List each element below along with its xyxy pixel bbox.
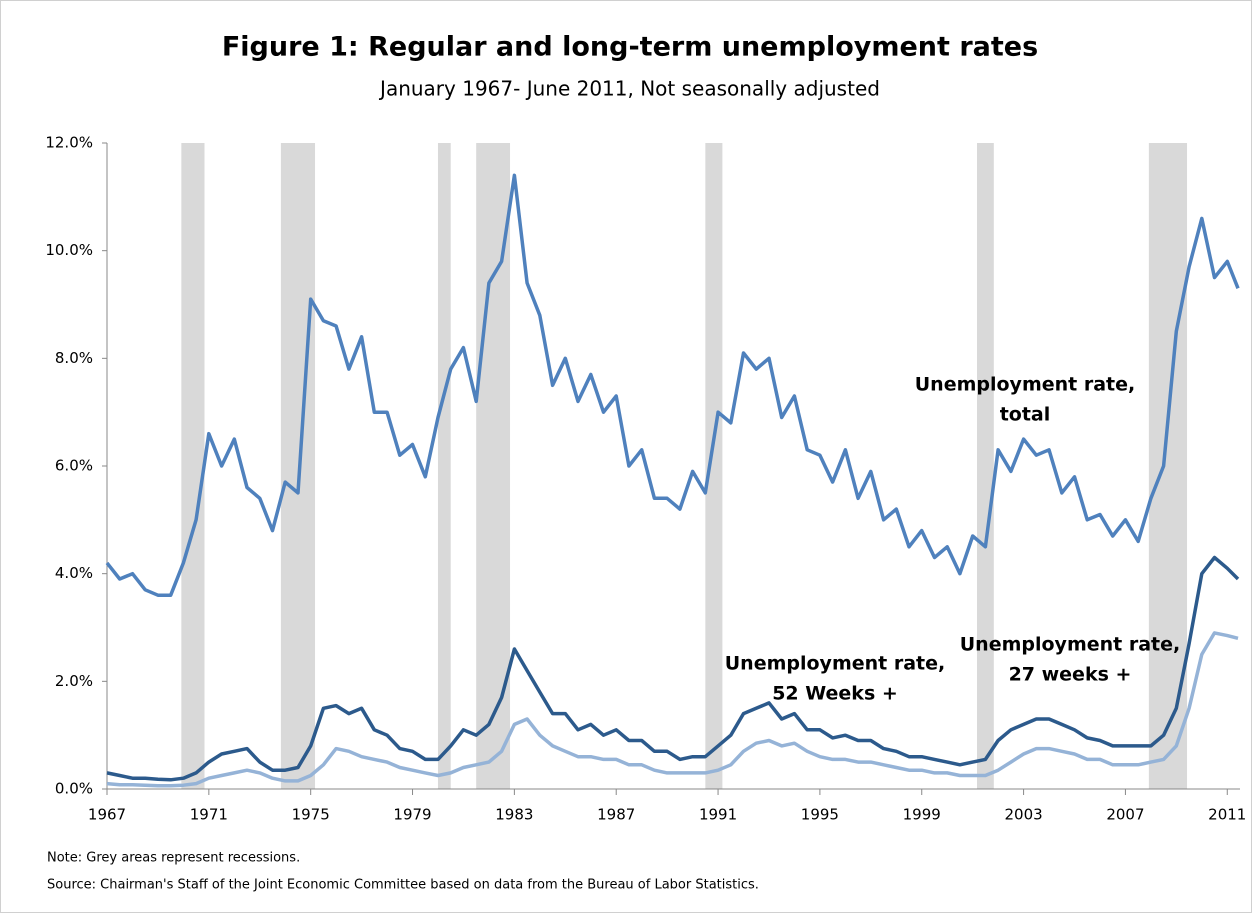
plot-area: 0.0% 2.0% 4.0% 6.0% 8.0% 10.0% 12.0% 1967 1971 19… bbox=[45, 134, 1246, 824]
note: Note: Grey areas represent recessions. bbox=[47, 851, 300, 866]
recession-band bbox=[280, 143, 316, 789]
y-tick-label: 4.0% bbox=[55, 564, 93, 582]
series-label: 52 Weeks + bbox=[772, 683, 898, 705]
x-tick-label: 1999 bbox=[903, 806, 941, 824]
x-tick-label: 1967 bbox=[88, 806, 126, 824]
x-tick-label: 1987 bbox=[597, 806, 635, 824]
x-tick-label: 1995 bbox=[801, 806, 839, 824]
y-tick-label: 6.0% bbox=[55, 457, 93, 475]
series-label: Unemployment rate, bbox=[915, 374, 1135, 396]
recession-band bbox=[976, 143, 994, 789]
series-line bbox=[106, 631, 1239, 788]
recession-band bbox=[705, 143, 723, 789]
x-tick-label: 2011 bbox=[1208, 806, 1246, 824]
source: Source: Chairman's Staff of the Joint Ec… bbox=[47, 878, 759, 893]
chart-title: Figure 1: Regular and long-term unemploy… bbox=[222, 32, 1038, 63]
series-line bbox=[106, 555, 1240, 782]
y-tick-label: 10.0% bbox=[45, 241, 93, 259]
recession-band bbox=[437, 143, 451, 789]
y-tick-label: 2.0% bbox=[55, 672, 93, 690]
y-tick-label: 8.0% bbox=[55, 349, 93, 367]
series-label: total bbox=[1000, 404, 1051, 426]
x-tick-label: 1991 bbox=[699, 806, 737, 824]
recession-band bbox=[1148, 143, 1188, 789]
chart-subtitle: January 1967- June 2011, Not seasonally … bbox=[378, 77, 880, 101]
series-label: Unemployment rate, bbox=[725, 653, 945, 675]
y-tick-label: 12.0% bbox=[45, 134, 93, 152]
y-tick-label: 0.0% bbox=[55, 780, 93, 798]
x-tick-label: 2003 bbox=[1004, 806, 1042, 824]
series-label: Unemployment rate, bbox=[960, 634, 1180, 656]
x-tick-label: 2007 bbox=[1106, 806, 1144, 824]
x-tick-label: 1975 bbox=[292, 806, 330, 824]
series-label: 27 weeks + bbox=[1009, 664, 1132, 686]
x-tick-label: 1983 bbox=[495, 806, 533, 824]
x-tick-label: 1979 bbox=[393, 806, 431, 824]
series-line bbox=[105, 173, 1240, 597]
recession-band bbox=[181, 143, 205, 789]
x-tick-label: 1971 bbox=[190, 806, 228, 824]
